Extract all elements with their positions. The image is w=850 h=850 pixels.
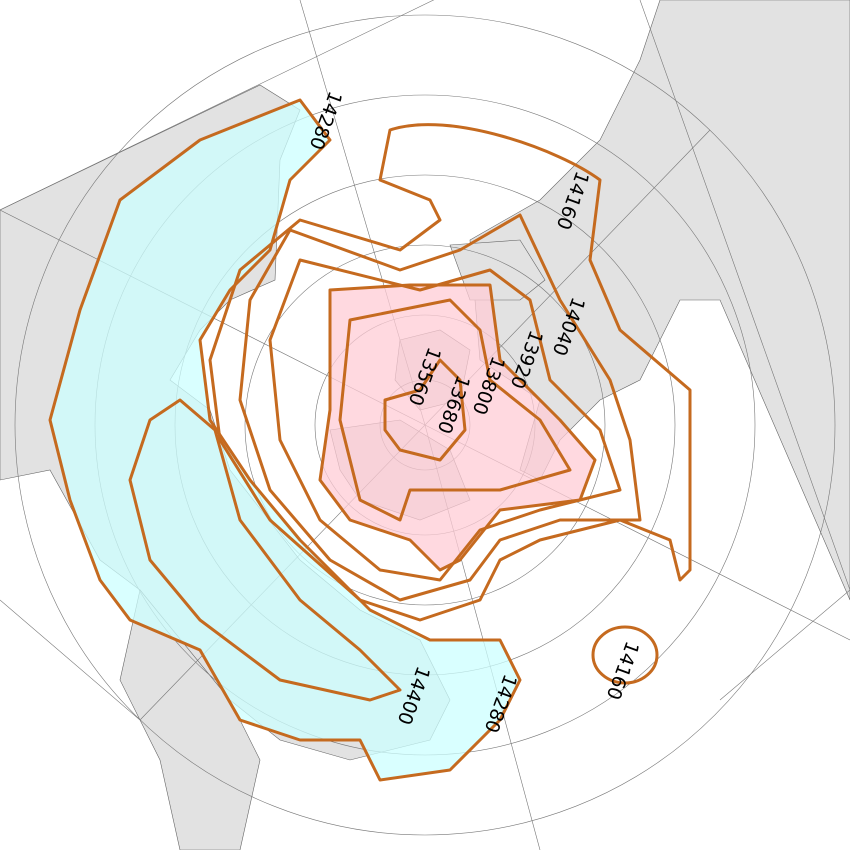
contour-13680: [338, 298, 572, 522]
low-region-fill: [320, 285, 595, 570]
contour-14160-a: [208, 123, 692, 622]
contour-13560: [383, 358, 467, 462]
contour-14160-b: [591, 625, 659, 685]
contour-13920: [268, 258, 622, 582]
contour-14040: [238, 213, 642, 602]
map-frame: [0, 0, 850, 721]
contour-13800: [318, 283, 597, 572]
contour-label: 14160: [602, 638, 643, 702]
contour-14400: [128, 398, 402, 702]
high-region-fill: [50, 100, 520, 780]
contour-lines: [48, 98, 692, 782]
contour-14280: [48, 98, 522, 782]
